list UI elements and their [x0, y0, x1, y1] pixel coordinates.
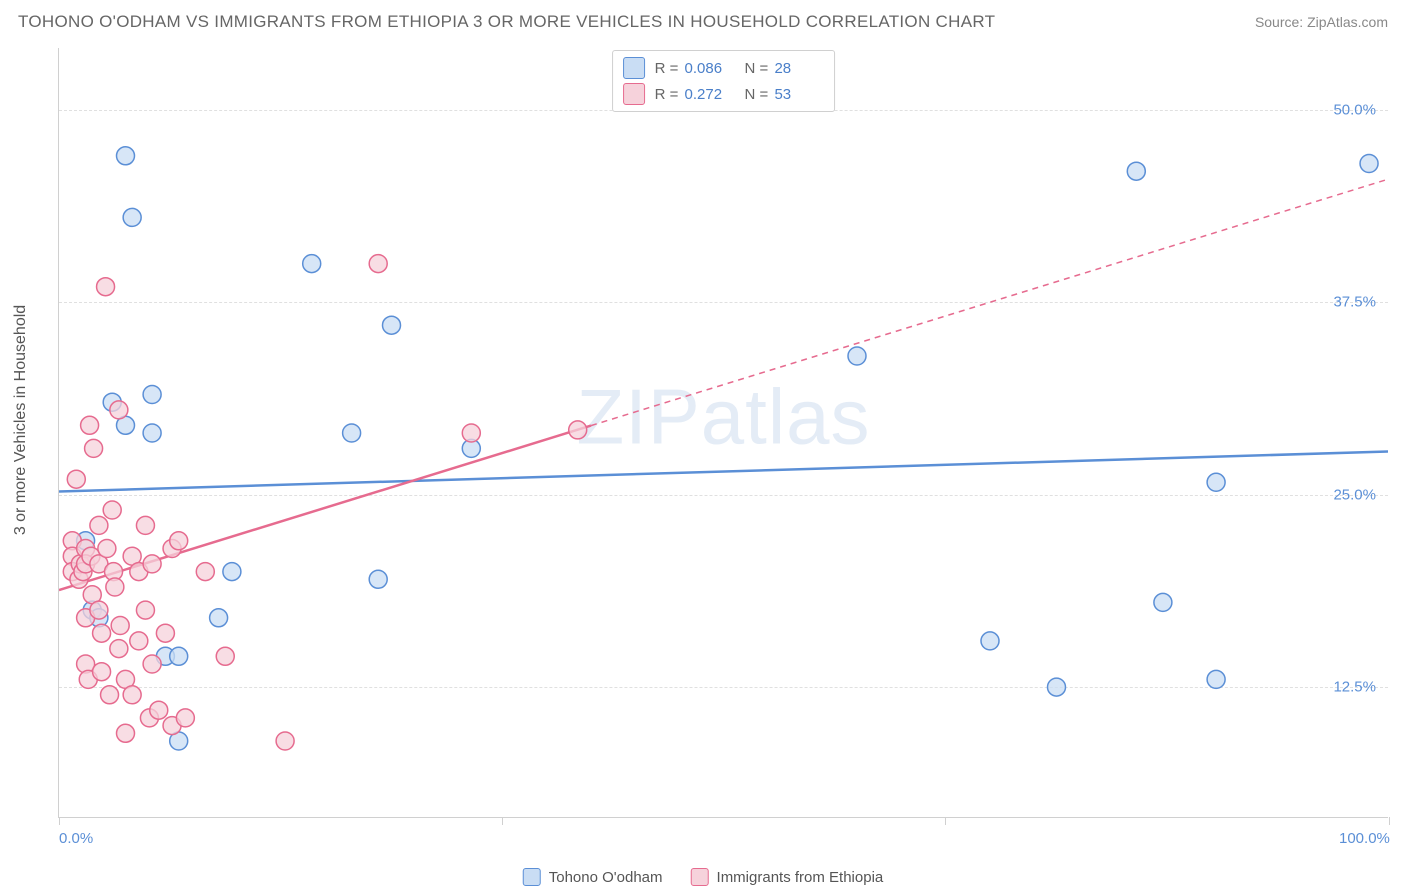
data-point [110, 401, 128, 419]
swatch-blue [623, 57, 645, 79]
data-point [123, 686, 141, 704]
data-point [1127, 162, 1145, 180]
data-point [117, 147, 135, 165]
correlation-legend: R = 0.086 N = 28 R = 0.272 N = 53 [612, 50, 836, 112]
trend-line-solid [59, 451, 1388, 491]
data-point [383, 316, 401, 334]
data-point [176, 709, 194, 727]
n-value-1: 28 [774, 60, 824, 77]
data-point [156, 624, 174, 642]
chart-plot-area: ZIPatlas R = 0.086 N = 28 R = 0.272 N = … [58, 48, 1388, 818]
data-point [130, 632, 148, 650]
data-point [848, 347, 866, 365]
r-label: R = [655, 60, 679, 77]
data-point [216, 647, 234, 665]
x-tick [1389, 817, 1390, 825]
chart-title: TOHONO O'ODHAM VS IMMIGRANTS FROM ETHIOP… [18, 12, 995, 32]
data-point [343, 424, 361, 442]
data-point [97, 278, 115, 296]
trend-line-dashed [591, 179, 1388, 426]
n-label: N = [745, 86, 769, 103]
data-point [143, 386, 161, 404]
data-point [143, 424, 161, 442]
data-point [93, 663, 111, 681]
data-point [369, 570, 387, 588]
n-label: N = [745, 60, 769, 77]
legend-row-series-1: R = 0.086 N = 28 [623, 55, 825, 81]
swatch-pink-icon [691, 868, 709, 886]
data-point [981, 632, 999, 650]
data-point [136, 516, 154, 534]
data-point [1154, 593, 1172, 611]
data-point [1207, 670, 1225, 688]
data-point [1048, 678, 1066, 696]
n-value-2: 53 [774, 86, 824, 103]
data-point [90, 516, 108, 534]
data-point [93, 624, 111, 642]
data-point [462, 424, 480, 442]
legend-label-1: Tohono O'odham [549, 869, 663, 886]
data-point [106, 578, 124, 596]
data-point [85, 439, 103, 457]
x-tick-label: 0.0% [59, 830, 93, 847]
r-label: R = [655, 86, 679, 103]
data-point [210, 609, 228, 627]
legend-row-series-2: R = 0.272 N = 53 [623, 81, 825, 107]
data-point [67, 470, 85, 488]
data-point [170, 647, 188, 665]
data-point [369, 255, 387, 273]
data-point [123, 208, 141, 226]
legend-item-1: Tohono O'odham [523, 868, 663, 886]
swatch-pink [623, 83, 645, 105]
data-point [90, 601, 108, 619]
data-point [110, 640, 128, 658]
y-axis-title: 3 or more Vehicles in Household [12, 305, 30, 535]
data-point [170, 532, 188, 550]
data-point [136, 601, 154, 619]
legend-label-2: Immigrants from Ethiopia [717, 869, 884, 886]
data-point [223, 563, 241, 581]
x-tick [59, 817, 60, 825]
scatter-plot-svg [59, 48, 1388, 817]
data-point [303, 255, 321, 273]
series-legend: Tohono O'odham Immigrants from Ethiopia [523, 868, 884, 886]
data-point [569, 421, 587, 439]
data-point [143, 555, 161, 573]
source-attribution: Source: ZipAtlas.com [1255, 14, 1388, 30]
r-value-1: 0.086 [685, 60, 735, 77]
x-tick [502, 817, 503, 825]
x-tick [945, 817, 946, 825]
data-point [1207, 473, 1225, 491]
legend-item-2: Immigrants from Ethiopia [691, 868, 884, 886]
data-point [98, 540, 116, 558]
data-point [103, 501, 121, 519]
data-point [81, 416, 99, 434]
data-point [111, 617, 129, 635]
x-tick-label: 100.0% [1339, 830, 1390, 847]
r-value-2: 0.272 [685, 86, 735, 103]
data-point [196, 563, 214, 581]
data-point [276, 732, 294, 750]
data-point [117, 724, 135, 742]
data-point [1360, 155, 1378, 173]
swatch-blue-icon [523, 868, 541, 886]
data-point [150, 701, 168, 719]
data-point [143, 655, 161, 673]
data-point [101, 686, 119, 704]
